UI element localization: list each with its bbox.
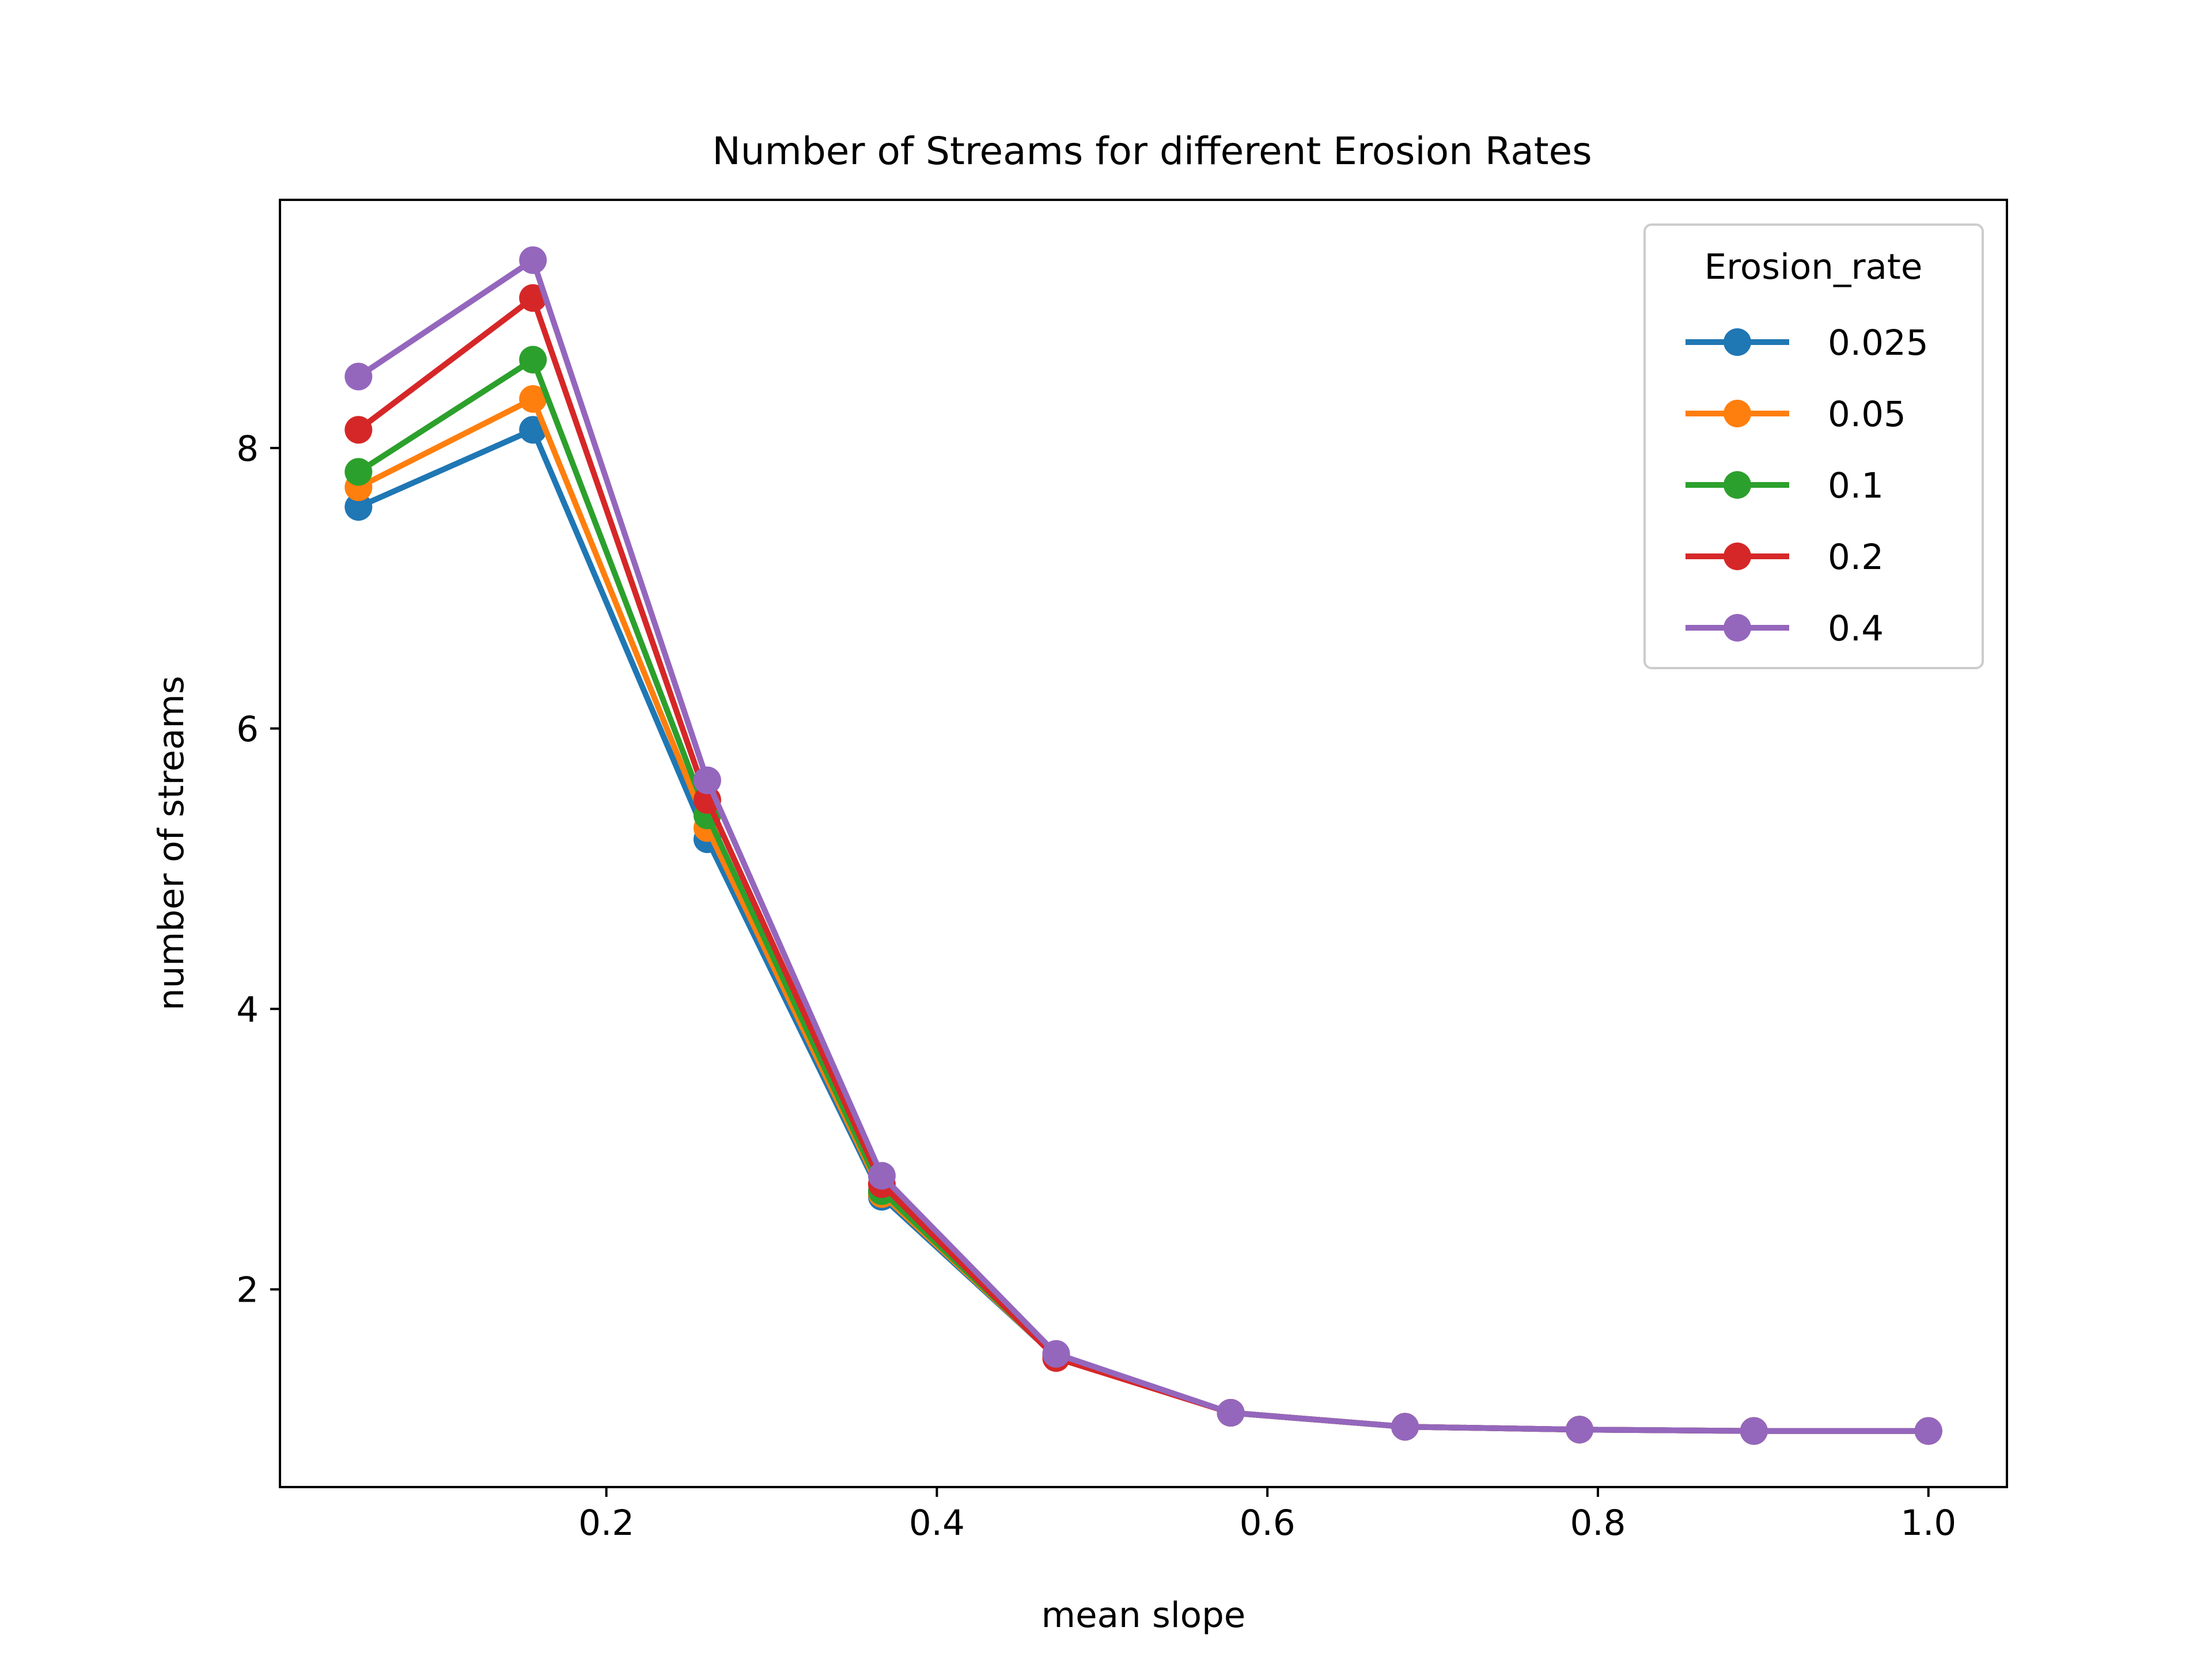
x-tick-label: 0.8 <box>1570 1503 1626 1544</box>
data-point <box>344 493 373 521</box>
y-tick-label: 2 <box>236 1270 259 1311</box>
chart-title: Number of Streams for different Erosion … <box>712 129 1592 173</box>
data-point <box>1740 1417 1768 1445</box>
data-point <box>1042 1340 1070 1368</box>
legend-marker <box>1724 328 1751 356</box>
data-point <box>1217 1399 1245 1427</box>
y-axis-label: number of streams <box>151 676 192 1010</box>
legend-label: 0.05 <box>1828 394 1906 435</box>
legend-item-0.1: 0.1 <box>1685 465 1884 506</box>
legend-frame <box>1643 223 1984 669</box>
legend-marker <box>1724 614 1751 642</box>
legend-item-0.025: 0.025 <box>1685 323 1929 363</box>
legend-marker <box>1724 471 1751 499</box>
legend-label: 0.4 <box>1828 608 1884 649</box>
y-tick-label: 4 <box>236 989 259 1030</box>
data-point <box>519 385 547 413</box>
data-point <box>344 362 373 390</box>
data-point <box>519 346 547 374</box>
legend: Erosion_rate 0.025 0.05 0.1 0.2 0.4 <box>1643 223 1984 669</box>
x-axis-ticks: 0.2 0.4 0.6 0.8 1.0 <box>578 1487 1956 1544</box>
x-tick-label: 0.6 <box>1240 1503 1296 1544</box>
legend-item-0.05: 0.05 <box>1685 394 1906 435</box>
data-point <box>344 416 373 444</box>
data-point <box>868 1162 896 1190</box>
plot-area <box>344 246 1942 1445</box>
legend-item-0.4: 0.4 <box>1685 608 1884 649</box>
data-point <box>519 246 547 274</box>
x-tick-label: 0.4 <box>909 1503 965 1544</box>
data-point <box>1391 1413 1419 1441</box>
x-tick-label: 1.0 <box>1900 1503 1956 1544</box>
x-tick-label: 0.2 <box>578 1503 634 1544</box>
x-axis-label: mean slope <box>1041 1595 1246 1636</box>
data-point <box>1914 1417 1942 1445</box>
data-point <box>344 458 373 486</box>
legend-title: Erosion_rate <box>1705 247 1923 287</box>
data-point <box>1566 1416 1594 1444</box>
legend-marker <box>1724 400 1751 427</box>
legend-label: 0.2 <box>1828 537 1884 578</box>
legend-marker <box>1724 543 1751 570</box>
y-tick-label: 8 <box>236 428 259 469</box>
series-line <box>354 257 1931 1434</box>
legend-label: 0.025 <box>1828 323 1929 363</box>
y-tick-label: 6 <box>236 709 259 750</box>
y-axis-ticks: 2 4 6 8 <box>236 428 280 1311</box>
legend-label: 0.1 <box>1828 465 1884 506</box>
data-point <box>519 284 547 312</box>
axes-frame <box>279 199 2008 1488</box>
series-0.4 <box>344 246 1942 1445</box>
data-point <box>693 766 721 794</box>
legend-item-0.2: 0.2 <box>1685 537 1884 578</box>
